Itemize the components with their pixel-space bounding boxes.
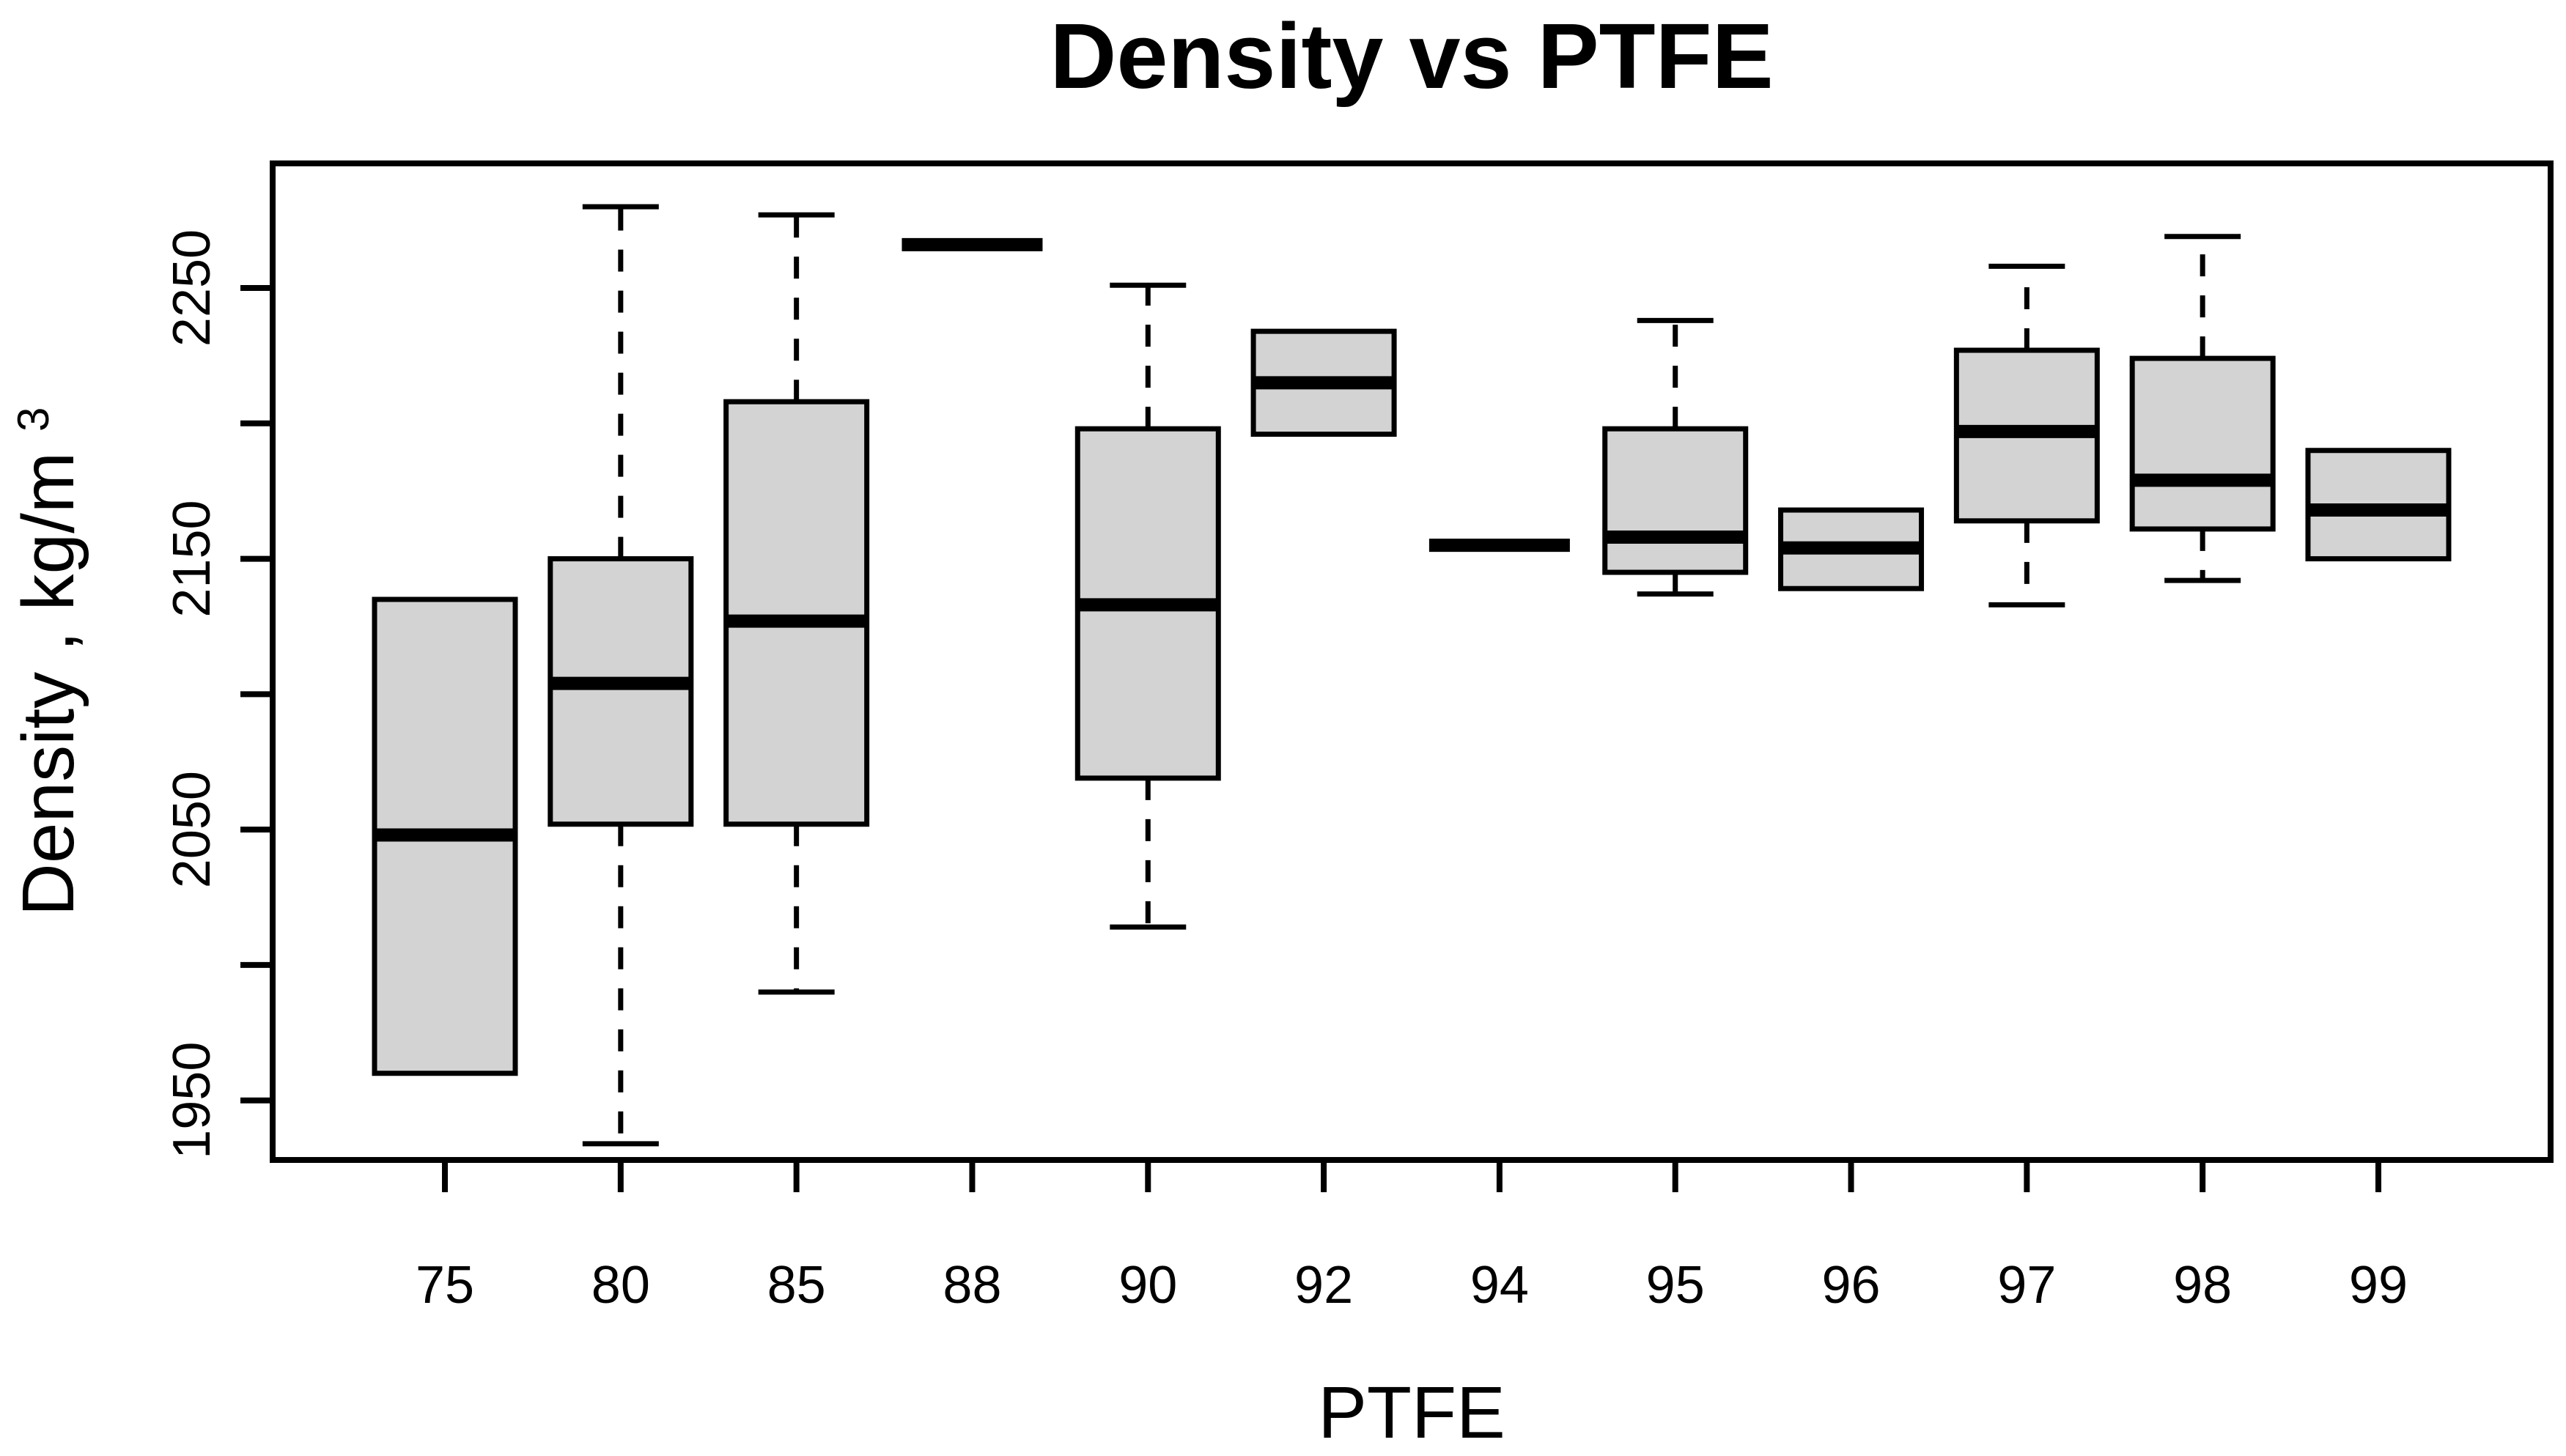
y-tick-label: 2250: [163, 229, 221, 347]
y-axis-layer: 1950 2050 2150 2250: [163, 229, 273, 1159]
iqr-box: [1602, 426, 1749, 575]
plot-frame: [270, 160, 2554, 1163]
x-tick-label: 97: [1997, 1256, 2056, 1315]
boxplot-90: [1074, 426, 1221, 781]
plot-frame-layer: [270, 160, 2554, 1163]
iqr-box: [2129, 355, 2276, 532]
y-axis-title-superscript: 3: [9, 407, 58, 432]
boxplot-85: [723, 399, 870, 827]
chart-title: Density vs PTFE: [1050, 4, 1773, 108]
iqr-box: [548, 556, 694, 827]
boxes-layer: [372, 237, 2452, 1076]
y-axis-title: Density , kg/m 3: [7, 407, 89, 917]
x-tick-label: 96: [1821, 1256, 1880, 1315]
boxplot-80: [548, 556, 694, 827]
boxplot-75: [372, 596, 518, 1076]
x-tick-label: 98: [2173, 1256, 2232, 1315]
boxplot-95: [1602, 426, 1749, 575]
x-tick-label: 88: [943, 1256, 1001, 1315]
x-tick-label: 85: [767, 1256, 826, 1315]
iqr-box: [723, 399, 870, 827]
x-tick-label: 92: [1294, 1256, 1353, 1315]
x-axis-title: PTFE: [1318, 1372, 1505, 1454]
x-tick-label: 94: [1470, 1256, 1529, 1315]
boxplot-99: [2305, 448, 2452, 562]
y-tick-label: 2050: [163, 771, 221, 888]
boxplot-96: [1778, 507, 1925, 591]
x-tick-label: 90: [1118, 1256, 1177, 1315]
x-axis-layer: 75 80 85 88 90 92 94 95 96 97 98 99: [416, 1160, 2408, 1315]
y-tick-label: 2150: [163, 500, 221, 617]
boxplot-98: [2129, 355, 2276, 532]
x-tick-label: 95: [1646, 1256, 1705, 1315]
boxplot-97: [1953, 347, 2100, 524]
whiskers-layer: [582, 204, 2241, 1147]
x-tick-label: 75: [416, 1256, 474, 1315]
boxplot-92: [1250, 328, 1397, 437]
x-tick-label: 99: [2349, 1256, 2408, 1315]
y-tick-label: 1950: [163, 1042, 221, 1159]
y-axis-title-text: Density , kg/m: [7, 452, 89, 917]
x-tick-label: 80: [591, 1256, 650, 1315]
